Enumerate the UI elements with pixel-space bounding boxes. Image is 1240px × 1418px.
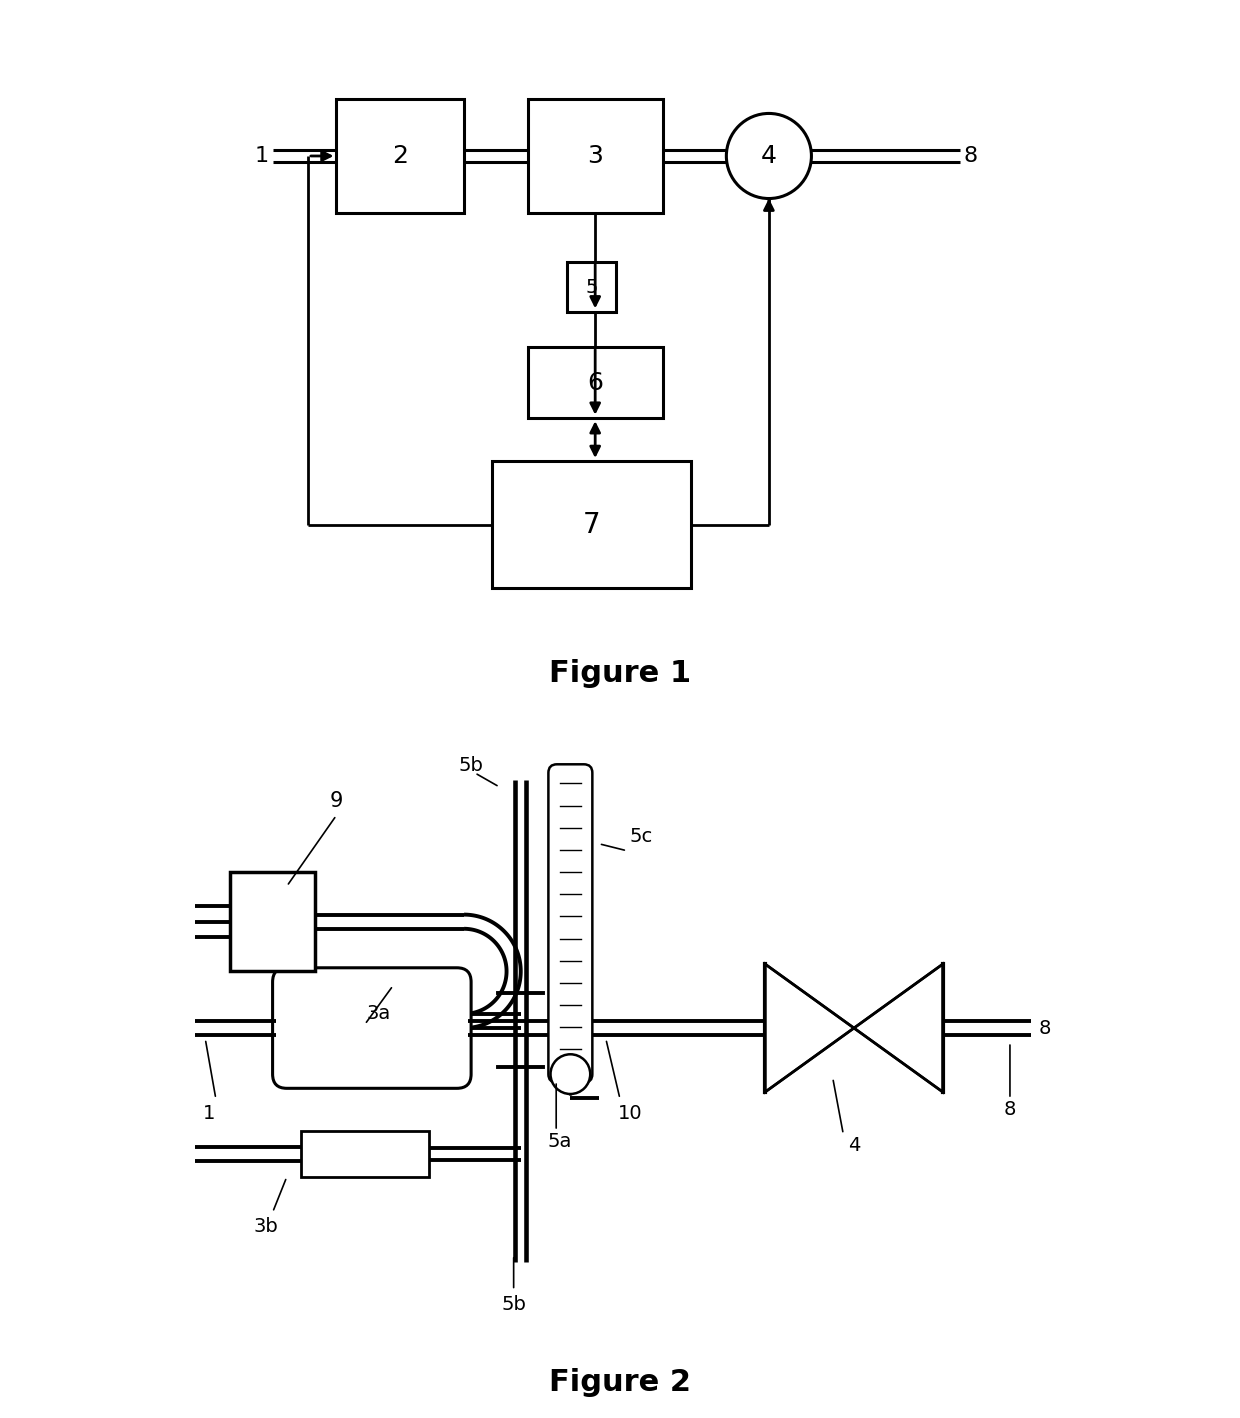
Text: 3: 3 [588, 145, 603, 167]
Text: 4: 4 [848, 1136, 861, 1154]
Text: 3a: 3a [367, 1004, 391, 1024]
Bar [336, 99, 464, 213]
Bar [528, 99, 662, 213]
FancyBboxPatch shape [273, 967, 471, 1089]
Text: 4: 4 [761, 145, 777, 167]
Text: 7: 7 [583, 510, 600, 539]
Circle shape [727, 113, 811, 199]
Text: 1: 1 [255, 146, 269, 166]
Text: 5: 5 [585, 278, 598, 296]
Bar [528, 347, 662, 418]
Text: 5b: 5b [459, 756, 484, 776]
Text: 3b: 3b [253, 1217, 278, 1236]
Polygon shape [765, 964, 854, 1092]
Text: 10: 10 [619, 1103, 644, 1123]
Text: Figure 1: Figure 1 [549, 659, 691, 688]
Bar [301, 1132, 429, 1177]
Text: Figure 2: Figure 2 [549, 1368, 691, 1397]
Text: 6: 6 [588, 372, 603, 394]
Circle shape [551, 1055, 590, 1095]
Text: 8: 8 [1003, 1100, 1016, 1119]
Text: 2: 2 [392, 145, 408, 167]
Bar [231, 872, 315, 971]
Text: 9: 9 [330, 791, 343, 811]
Text: 1: 1 [202, 1103, 215, 1123]
Bar [492, 461, 691, 588]
Text: 5b: 5b [501, 1295, 526, 1314]
Polygon shape [854, 964, 942, 1092]
Text: 8: 8 [1038, 1018, 1050, 1038]
FancyBboxPatch shape [548, 764, 593, 1083]
Text: 5a: 5a [548, 1132, 572, 1151]
Text: 5c: 5c [630, 827, 653, 847]
Bar [567, 262, 616, 312]
Text: 8: 8 [963, 146, 978, 166]
